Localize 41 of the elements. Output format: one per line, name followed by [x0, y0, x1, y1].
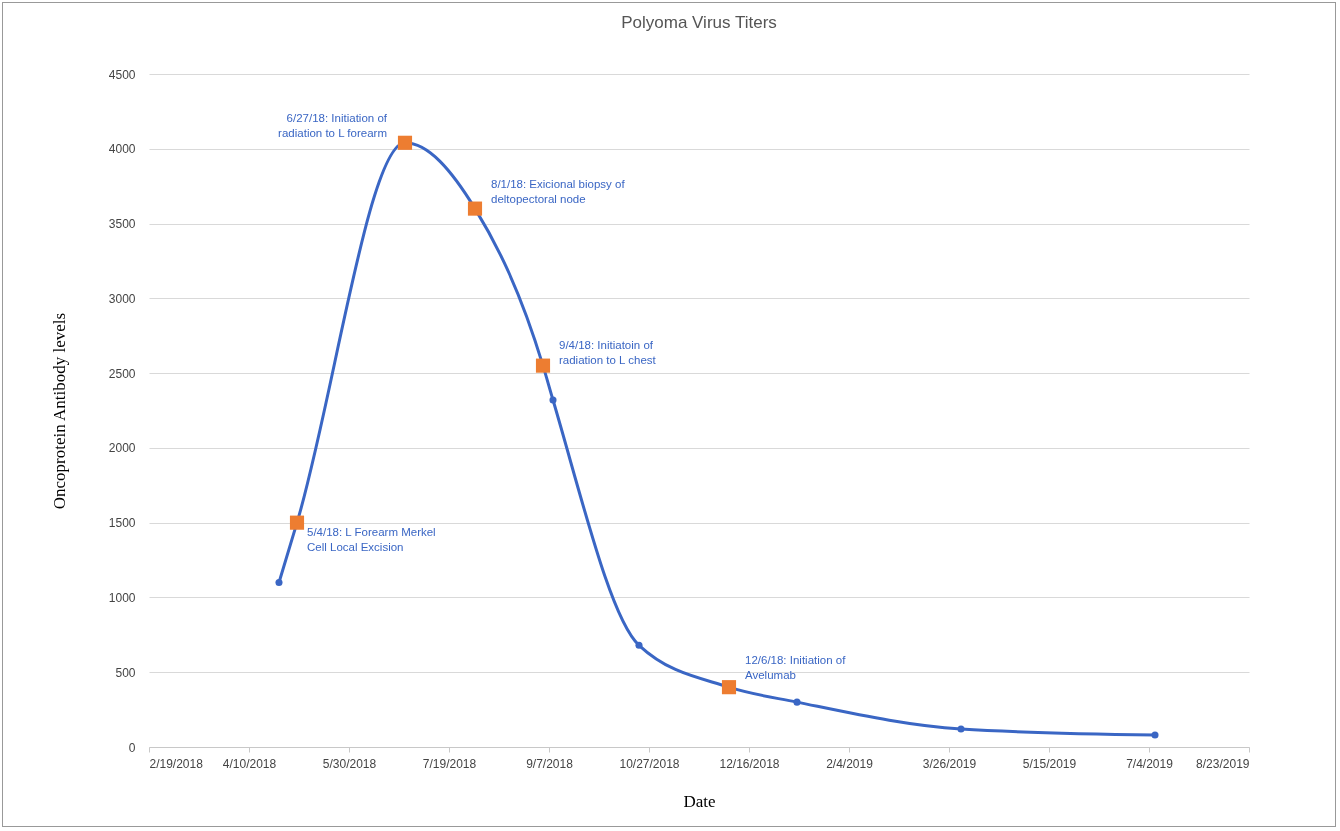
point — [549, 396, 557, 404]
annotation: 8/1/18: Exicional biopsy of deltopectoral node — [491, 177, 626, 205]
y-tick-label: 2000 — [108, 441, 136, 456]
x-axis-title: Date — [683, 791, 716, 811]
annotation: 5/4/18: L Forearm Merkel Cell Local Excision — [307, 525, 436, 553]
point — [397, 135, 413, 150]
y-tick-label: 3500 — [108, 217, 136, 232]
point — [957, 725, 965, 733]
x-tick-label: 3/26/2019 — [922, 756, 977, 771]
x-tick-label: 7/19/2018 — [422, 756, 477, 771]
chart-title: Polyoma Virus Titers — [621, 13, 777, 32]
point — [1151, 731, 1159, 739]
point — [467, 201, 483, 216]
point — [275, 578, 283, 587]
y-tick-label: 4000 — [108, 142, 136, 157]
y-tick-label: 4500 — [108, 67, 136, 82]
annotation: 9/4/18: Initiatoin of radiation to L chest — [559, 338, 657, 366]
point — [535, 358, 551, 373]
y-tick-label: 2500 — [108, 366, 136, 381]
x-tick-label: 10/27/2018 — [619, 756, 680, 771]
point — [635, 641, 643, 649]
y-tick-label: 1000 — [108, 590, 136, 605]
x-tick-label: 12/16/2018 — [719, 756, 780, 771]
x-tick-label: 9/7/2018 — [526, 756, 574, 771]
point — [289, 515, 305, 530]
point — [793, 698, 801, 706]
x-tick-label: 7/4/2019 — [1126, 756, 1174, 771]
x-tick-label: 4/10/2018 — [222, 756, 277, 771]
point — [721, 680, 737, 695]
y-axis-title: Oncoprotein Antibody levels — [49, 312, 69, 510]
x-tick-label: 8/23/2019 — [1196, 756, 1250, 771]
x-tick-label: 2/4/2019 — [826, 756, 874, 771]
x-tick-label: 2/19/2018 — [149, 756, 204, 771]
annotation: 6/27/18: Initiation of radiation to L forearm — [278, 111, 388, 139]
annotation: 12/6/18: Initiation of Avelumab — [745, 654, 847, 682]
x-tick-label: 5/30/2018 — [322, 756, 377, 771]
x-tick-label: 5/15/2019 — [1022, 756, 1077, 771]
y-tick-label: 500 — [115, 665, 136, 680]
y-tick-label: 0 — [128, 740, 136, 755]
y-tick-label: 3000 — [108, 291, 136, 306]
y-tick-label: 1500 — [108, 516, 136, 531]
